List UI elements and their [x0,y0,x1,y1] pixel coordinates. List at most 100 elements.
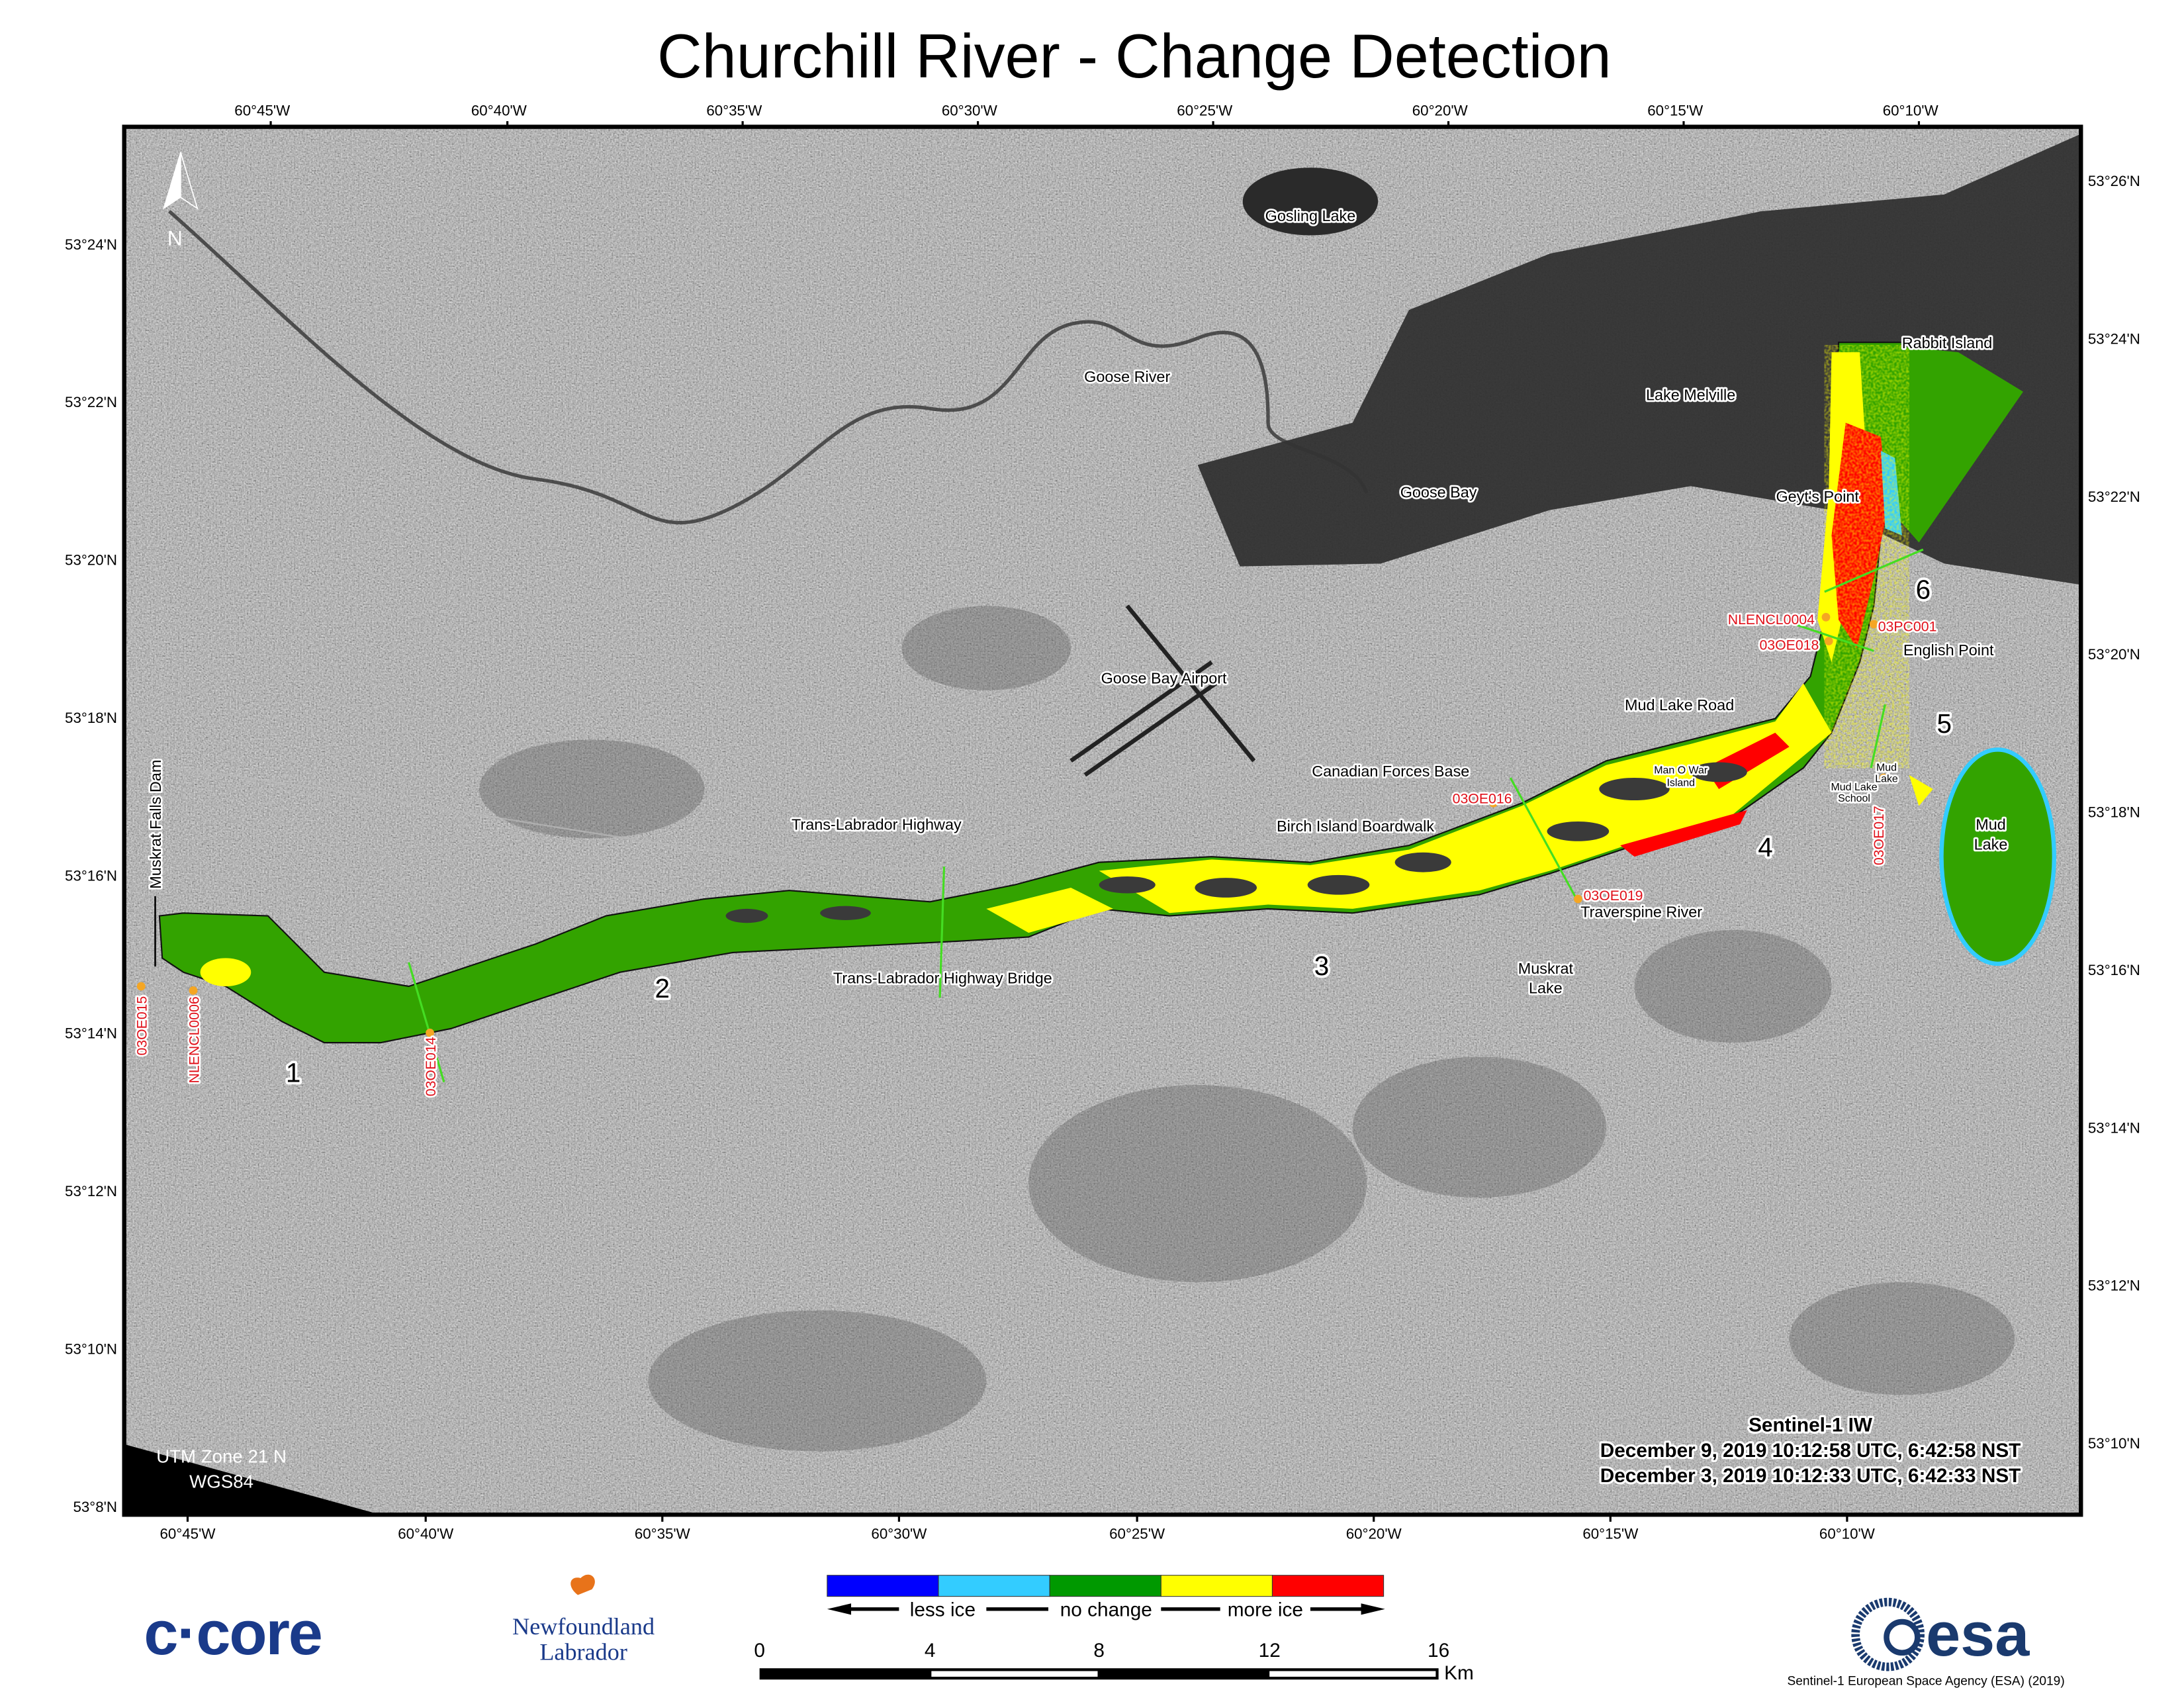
left-lat-tick: 53°14'N [65,1025,117,1042]
label-goose-bay: Goose Bay [1400,483,1477,500]
scale-unit: Km [1444,1662,1474,1684]
classification-speckle [1824,345,1909,769]
station-03oe019: 03OE019 [1584,888,1643,904]
arrow-right-icon [1361,1603,1385,1615]
left-lat-tick: 53°12'N [65,1183,117,1199]
label-goose-bay-airport: Goose Bay Airport [1101,669,1227,686]
label-mud-lake-small-1: Mud [1876,762,1897,773]
label-mud-lake-school-1: Mud Lake [1831,782,1878,793]
right-lat-tick: 53°24'N [2088,330,2140,347]
label-birch-island-boardwalk: Birch Island Boardwalk [1277,818,1434,835]
scale-tick: 8 [1093,1640,1105,1662]
gosling-lake [1242,167,1379,236]
right-lat-tick: 53°26'N [2088,173,2140,189]
bottom-lon-tick: 60°25'W [1109,1525,1165,1542]
station-03oe017: 03OE017 [1871,806,1887,865]
label-man-o-war-1: Man O War [1654,765,1708,776]
north-label: N [167,226,183,250]
newfoundland-labrador-logo: Newfoundland Labrador [512,1574,655,1665]
scale-bar: 0 4 8 12 16 Km [754,1640,1473,1684]
top-lon-tick: 60°10'W [1883,103,1938,119]
left-lat-tick: 53°16'N [65,867,117,884]
right-lat-tick: 53°18'N [2088,804,2140,821]
legend-swatch-much-more-ice [1271,1575,1385,1597]
legend-less-ice: less ice [910,1599,976,1620]
top-lon-tick: 60°15'W [1647,103,1703,119]
label-geyts-point: Geyt's Point [1776,488,1859,505]
section-6: 6 [1916,575,1931,605]
top-lon-tick: 60°20'W [1412,103,1468,119]
bottom-lon-tick: 60°20'W [1346,1525,1402,1542]
right-lat-tick: 53°12'N [2088,1278,2140,1294]
bottom-lon-tick: 60°40'W [398,1525,453,1542]
legend-more-ice: more ice [1228,1599,1303,1620]
projection-zone: UTM Zone 21 N [156,1446,287,1466]
legend-swatch-no-change [1049,1575,1161,1597]
legend-no-change: no change [1060,1599,1152,1620]
section-3: 3 [1314,951,1330,981]
label-goose-river: Goose River [1084,368,1170,385]
mud-lake-area [1939,747,2056,966]
transect-lines [408,548,1924,1083]
map-title: Churchill River - Change Detection [657,21,1612,91]
label-lake-melville: Lake Melville [1646,387,1735,404]
left-lat-tick: 53°24'N [65,236,117,253]
terrain-shading [479,606,2015,1452]
no-data-corner [124,1444,381,1515]
svg-text:Newfoundland: Newfoundland [512,1613,655,1640]
station-03oe015: 03OE015 [134,996,150,1056]
label-mud-lake-2: Lake [1974,836,2008,853]
label-traverspine-river: Traverspine River [1580,904,1702,921]
pitcher-plant-icon [570,1574,595,1595]
arrow-left-icon [827,1603,852,1615]
label-muskrat-lake-2: Lake [1529,980,1563,997]
section-2: 2 [655,973,670,1004]
label-muskrat-falls-dam: Muskrat Falls Dam [147,760,164,889]
sensor-date-1: December 9, 2019 10:12:58 UTC, 6:42:58 N… [1600,1440,2021,1462]
ccore-logo: c·core [144,1598,322,1667]
esa-logo: esa [1851,1597,2030,1671]
bottom-lon-tick: 60°35'W [635,1525,690,1542]
right-latitude-labels: 53°26'N 53°24'N 53°22'N 53°20'N 53°18'N … [2088,173,2140,1452]
section-4: 4 [1758,832,1773,863]
legend-swatch-less-ice [938,1575,1050,1597]
scale-tick: 16 [1428,1640,1449,1662]
top-lon-tick: 60°30'W [942,103,997,119]
station-nlencl0006: NLENCL0006 [187,996,203,1083]
svg-text:c·core: c·core [144,1598,321,1667]
left-lat-tick: 53°18'N [65,710,117,726]
airport-runways [1069,604,1256,777]
label-muskrat-lake-1: Muskrat [1518,960,1574,977]
sensor-name: Sentinel-1 IW [1749,1415,1873,1436]
top-longitude-labels: 60°45'W 60°40'W 60°35'W 60°30'W 60°25'W … [234,103,1938,119]
bottom-lon-tick: 60°15'W [1582,1525,1638,1542]
bottom-longitude-labels: 60°45'W 60°40'W 60°35'W 60°30'W 60°25'W … [159,1525,1874,1542]
station-03oe016: 03OE016 [1453,790,1512,806]
label-rabbit-island: Rabbit Island [1902,334,1993,352]
svg-text:Labrador: Labrador [539,1638,627,1665]
projection-datum: WGS84 [189,1472,253,1492]
scale-tick: 4 [925,1640,936,1662]
change-legend: less ice no change more ice [827,1575,1385,1620]
label-canadian-forces-base: Canadian Forces Base [1312,763,1469,780]
bottom-lon-tick: 60°10'W [1819,1525,1875,1542]
label-mud-lake-road: Mud Lake Road [1625,696,1734,714]
left-lat-tick: 53°22'N [65,394,117,410]
right-lat-tick: 53°14'N [2088,1119,2140,1136]
legend-swatch-more-ice [1160,1575,1273,1597]
bottom-lon-tick: 60°30'W [871,1525,927,1542]
map-area[interactable]: Gosling Lake Goose River Lake Melville R… [124,126,2081,1515]
scale-tick: 12 [1259,1640,1281,1662]
top-lon-tick: 60°45'W [234,103,290,119]
label-man-o-war-2: Island [1666,778,1695,789]
right-lat-tick: 53°22'N [2088,489,2140,505]
bottom-lon-tick: 60°45'W [159,1525,215,1542]
top-lon-tick: 60°25'W [1177,103,1232,119]
label-mud-lake-school-2: School [1838,793,1870,804]
label-gosling-lake: Gosling Lake [1265,207,1356,224]
station-03oe014: 03OE014 [423,1037,439,1096]
section-5: 5 [1937,708,1952,739]
station-markers [136,612,1888,1037]
scale-tick: 0 [754,1640,765,1662]
station-03pc001: 03PC001 [1878,619,1937,635]
